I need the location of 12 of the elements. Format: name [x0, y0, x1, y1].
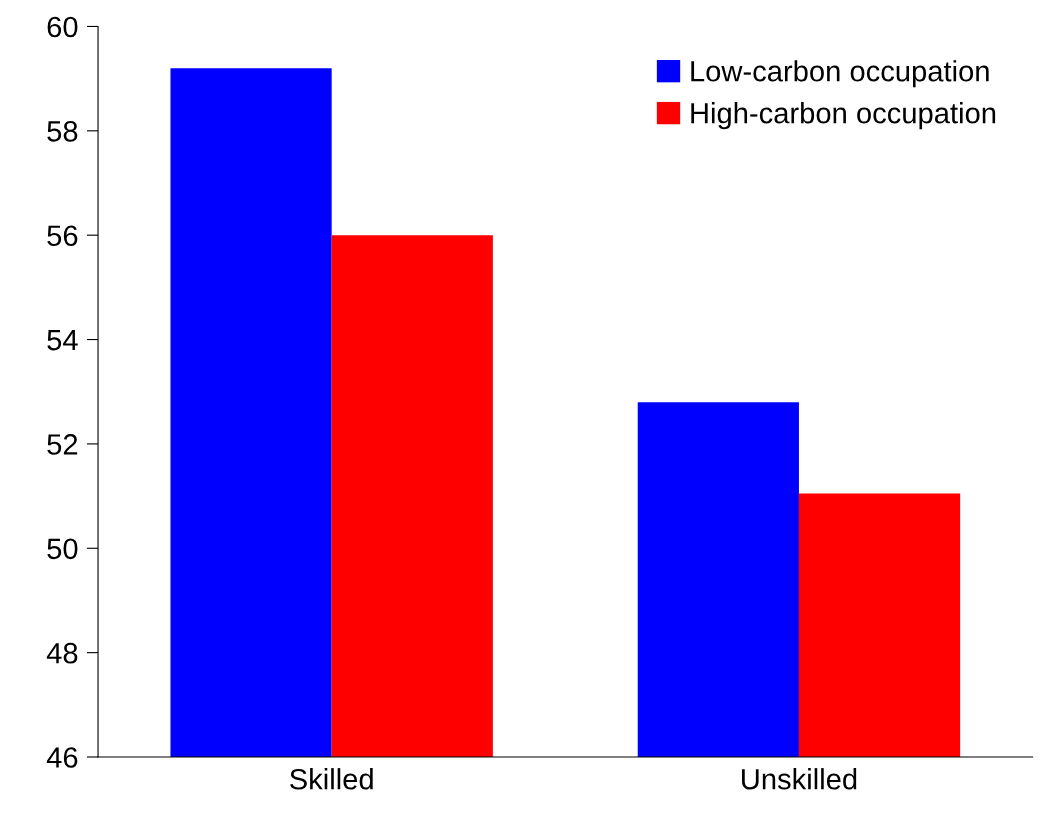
legend-label: Low-carbon occupation — [691, 60, 989, 88]
y-tick-label: 58 — [47, 121, 78, 142]
x-tick-label: Skilled — [290, 768, 373, 790]
y-tick-label: 48 — [46, 642, 78, 664]
y-tick-label: 52 — [47, 434, 78, 455]
y-tick-label: 54 — [47, 330, 78, 351]
legend-label: High-carbon occupation — [691, 102, 996, 130]
y-tick-label: 46 — [46, 747, 78, 768]
x-tick-label: Unskilled — [742, 768, 857, 790]
y-tick-label: 56 — [47, 225, 78, 247]
y-tick-label: 50 — [47, 538, 78, 560]
y-tick-label: 60 — [47, 16, 78, 38]
